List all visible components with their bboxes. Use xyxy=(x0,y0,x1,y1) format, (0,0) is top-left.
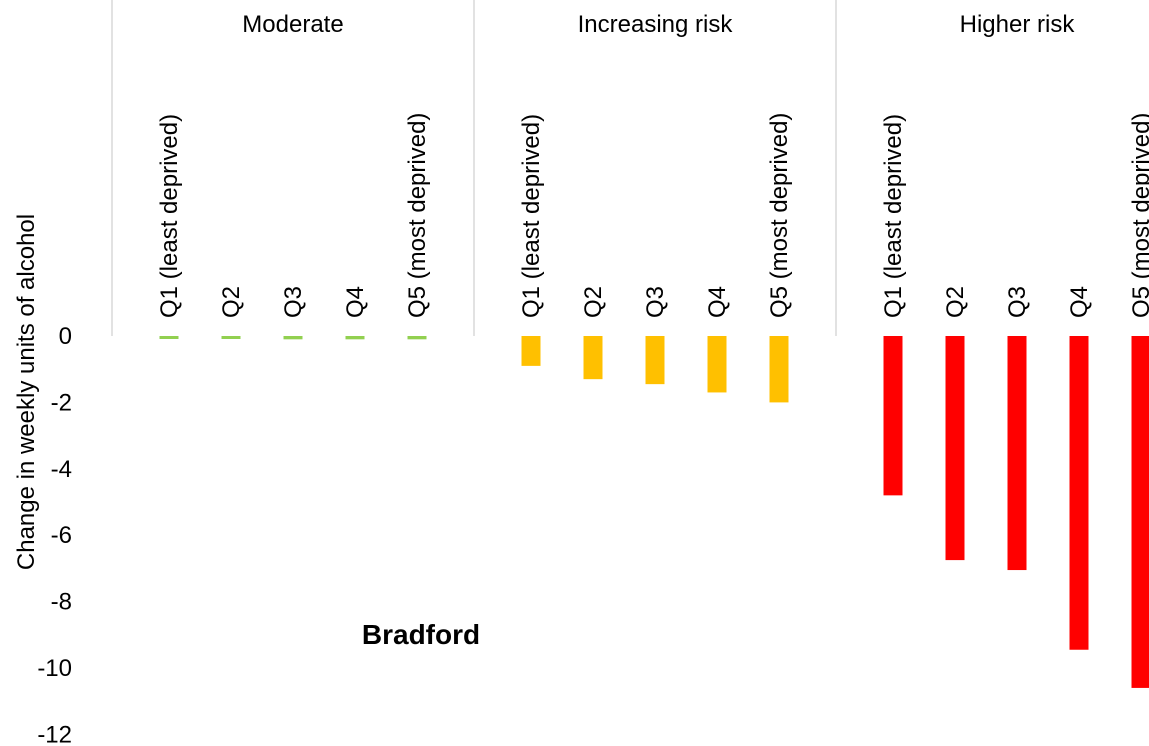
y-tick-label: 0 xyxy=(59,323,72,350)
bars xyxy=(159,336,1149,688)
category-label: Q3 xyxy=(280,286,307,318)
bar xyxy=(945,336,965,561)
category-label: Q2 xyxy=(942,286,969,318)
bar xyxy=(345,336,365,340)
category-label: Q3 xyxy=(1004,286,1031,318)
group-labels: Moderate Increasing risk Higher risk xyxy=(242,11,1075,38)
group-label: Increasing risk xyxy=(578,11,734,38)
bar xyxy=(769,336,789,403)
chart-annotation: Bradford xyxy=(362,619,480,650)
y-tick-label: -6 xyxy=(51,522,72,549)
category-label: Q5 (most deprived) xyxy=(766,113,793,318)
bar xyxy=(883,336,903,496)
y-axis-title: Change in weekly units of alcohol xyxy=(13,214,40,570)
bar xyxy=(521,336,541,366)
category-labels: Q1 (least deprived) Q2 Q3 Q4 Q5 (most depriv… xyxy=(156,113,1149,318)
bar xyxy=(221,336,241,339)
y-tick-label: -2 xyxy=(51,389,72,416)
category-label: Q3 xyxy=(642,286,669,318)
category-label: Q2 xyxy=(580,286,607,318)
y-tick-label: -12 xyxy=(37,721,72,746)
group-dividers xyxy=(111,0,837,336)
category-label: Q5 (most deprived) xyxy=(404,113,431,318)
category-label: Q1 (least deprived) xyxy=(156,114,183,318)
group-label: Higher risk xyxy=(960,11,1076,38)
bar xyxy=(1131,336,1149,688)
category-label: Q4 xyxy=(704,286,731,318)
bar xyxy=(283,336,303,340)
category-label: Q1 (least deprived) xyxy=(518,114,545,318)
bar xyxy=(583,336,603,380)
category-label: Q2 xyxy=(218,286,245,318)
category-label: Q4 xyxy=(1066,286,1093,318)
bar xyxy=(407,336,427,340)
category-label: Q4 xyxy=(342,286,369,318)
bar xyxy=(1069,336,1089,650)
y-axis-tick-labels: 0 -2 -4 -6 -8 -10 -12 xyxy=(37,323,72,746)
bar xyxy=(707,336,727,393)
group-label: Moderate xyxy=(242,11,343,38)
bar xyxy=(645,336,665,385)
bar xyxy=(1007,336,1027,571)
y-tick-label: -4 xyxy=(51,456,72,483)
y-tick-label: -8 xyxy=(51,589,72,616)
bar xyxy=(159,336,179,339)
category-label: Q1 (least deprived) xyxy=(880,114,907,318)
category-label: Q5 (most deprived) xyxy=(1128,113,1149,318)
y-tick-label: -10 xyxy=(37,655,72,682)
